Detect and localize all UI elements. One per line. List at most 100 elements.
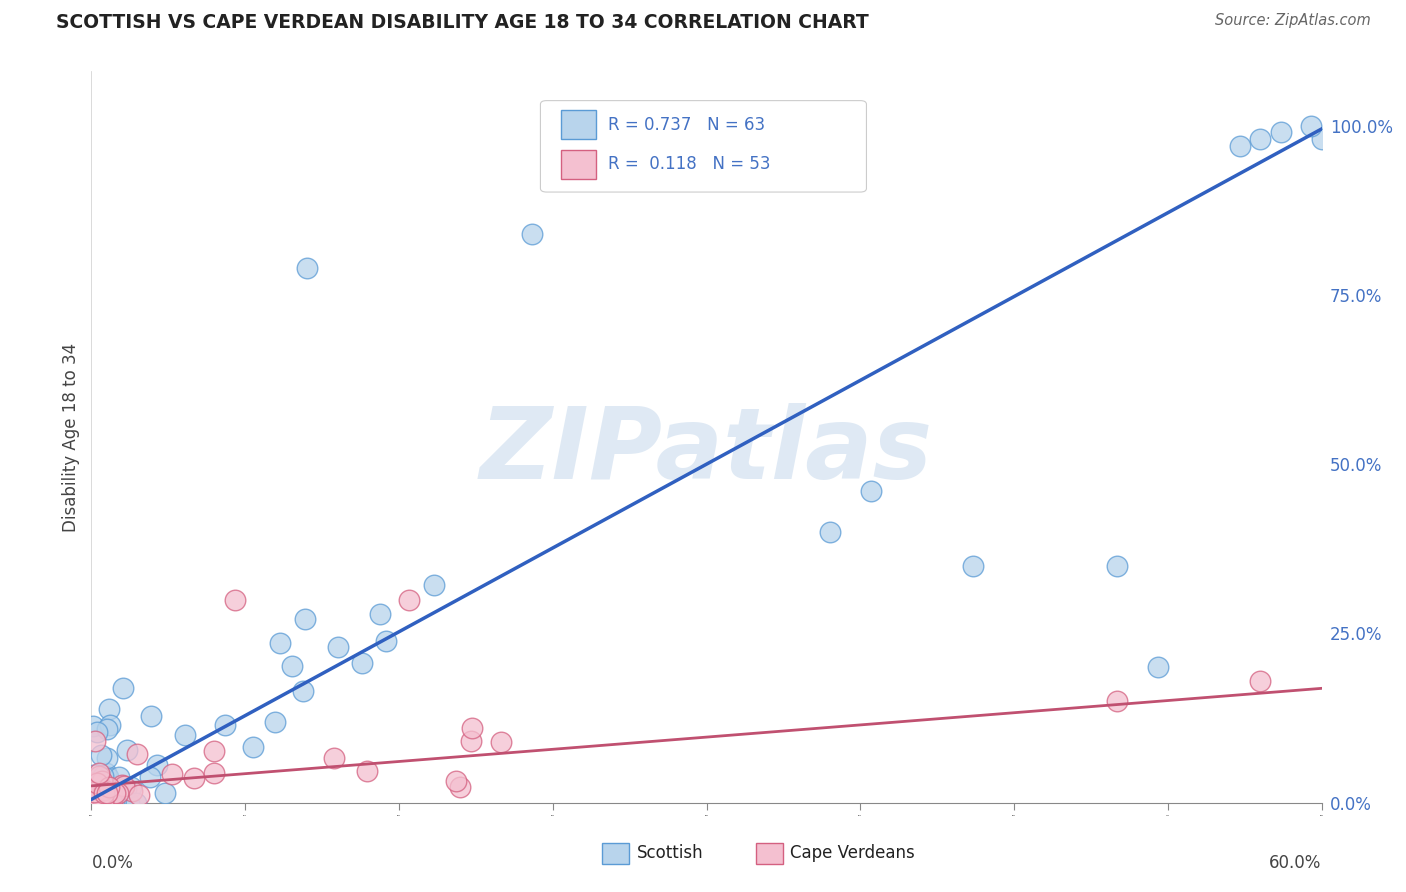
- Point: [112, 779, 135, 793]
- Point: [96, 750, 118, 764]
- Point: [82, 792, 104, 806]
- Point: [107, 770, 129, 784]
- Point: [292, 683, 315, 698]
- Text: R = 0.737   N = 63: R = 0.737 N = 63: [607, 116, 765, 134]
- Point: [1249, 673, 1271, 688]
- Point: [214, 718, 236, 732]
- Point: [98, 718, 121, 732]
- Point: [295, 260, 318, 275]
- Point: [139, 709, 162, 723]
- Point: [183, 771, 205, 785]
- Point: [96, 786, 118, 800]
- Point: [1301, 119, 1323, 133]
- Point: [326, 640, 349, 655]
- Point: [263, 714, 285, 729]
- Point: [224, 592, 246, 607]
- Point: [114, 782, 136, 797]
- Point: [90, 773, 112, 788]
- Point: [87, 780, 110, 795]
- Point: [128, 788, 150, 802]
- Point: [89, 789, 111, 803]
- Text: 60.0%: 60.0%: [1270, 854, 1322, 872]
- Point: [91, 796, 114, 810]
- Point: [84, 789, 107, 803]
- Point: [460, 733, 482, 747]
- Point: [82, 778, 104, 792]
- Point: [444, 774, 467, 789]
- Point: [294, 612, 316, 626]
- Text: SCOTTISH VS CAPE VERDEAN DISABILITY AGE 18 TO 34 CORRELATION CHART: SCOTTISH VS CAPE VERDEAN DISABILITY AGE …: [56, 13, 869, 32]
- Point: [368, 607, 391, 622]
- Point: [859, 484, 882, 499]
- Point: [120, 780, 142, 794]
- Point: [86, 793, 108, 807]
- Point: [962, 558, 984, 573]
- Point: [100, 796, 122, 810]
- Point: [103, 792, 125, 806]
- Point: [98, 780, 121, 794]
- Point: [202, 744, 225, 758]
- Point: [84, 795, 107, 809]
- Point: [121, 784, 143, 798]
- Point: [86, 796, 108, 810]
- Point: [100, 796, 122, 810]
- Point: [82, 719, 104, 733]
- Text: Scottish: Scottish: [637, 844, 703, 863]
- Point: [1146, 660, 1168, 674]
- Point: [86, 776, 108, 790]
- Point: [87, 769, 110, 783]
- Point: [375, 634, 398, 648]
- Point: [108, 780, 131, 794]
- Point: [818, 524, 841, 539]
- Point: [82, 796, 104, 810]
- Point: [398, 592, 420, 607]
- Point: [352, 657, 374, 671]
- FancyBboxPatch shape: [756, 843, 783, 863]
- Point: [82, 767, 104, 781]
- Point: [83, 785, 105, 799]
- Point: [491, 735, 513, 749]
- Point: [82, 794, 104, 808]
- Point: [82, 787, 104, 801]
- Point: [323, 750, 346, 764]
- Point: [461, 721, 484, 735]
- Point: [86, 795, 108, 809]
- Point: [117, 743, 139, 757]
- Point: [86, 725, 108, 739]
- Point: [202, 766, 225, 780]
- Y-axis label: Disability Age 18 to 34: Disability Age 18 to 34: [62, 343, 80, 532]
- Point: [125, 796, 148, 810]
- Point: [117, 796, 139, 810]
- Text: 0.0%: 0.0%: [91, 854, 134, 872]
- FancyBboxPatch shape: [561, 110, 596, 139]
- Point: [93, 794, 115, 808]
- Point: [87, 796, 110, 810]
- Point: [82, 776, 104, 790]
- Point: [86, 787, 108, 801]
- Text: Cape Verdeans: Cape Verdeans: [790, 844, 915, 863]
- Point: [269, 635, 291, 649]
- Point: [93, 783, 115, 797]
- Point: [174, 728, 197, 742]
- Point: [90, 747, 112, 762]
- Text: R =  0.118   N = 53: R = 0.118 N = 53: [607, 155, 770, 173]
- Point: [97, 770, 120, 784]
- Point: [93, 786, 115, 800]
- Point: [146, 757, 169, 772]
- Point: [160, 767, 183, 781]
- Point: [90, 790, 112, 805]
- Point: [97, 702, 120, 716]
- Point: [1105, 558, 1128, 573]
- Point: [87, 788, 110, 802]
- Point: [83, 789, 105, 803]
- Point: [139, 770, 162, 784]
- Text: Source: ZipAtlas.com: Source: ZipAtlas.com: [1215, 13, 1371, 29]
- Point: [125, 747, 148, 761]
- Point: [356, 764, 378, 779]
- Point: [107, 786, 129, 800]
- Point: [111, 778, 134, 792]
- Point: [83, 787, 105, 801]
- Point: [97, 789, 120, 803]
- Point: [1310, 132, 1333, 146]
- Point: [104, 786, 127, 800]
